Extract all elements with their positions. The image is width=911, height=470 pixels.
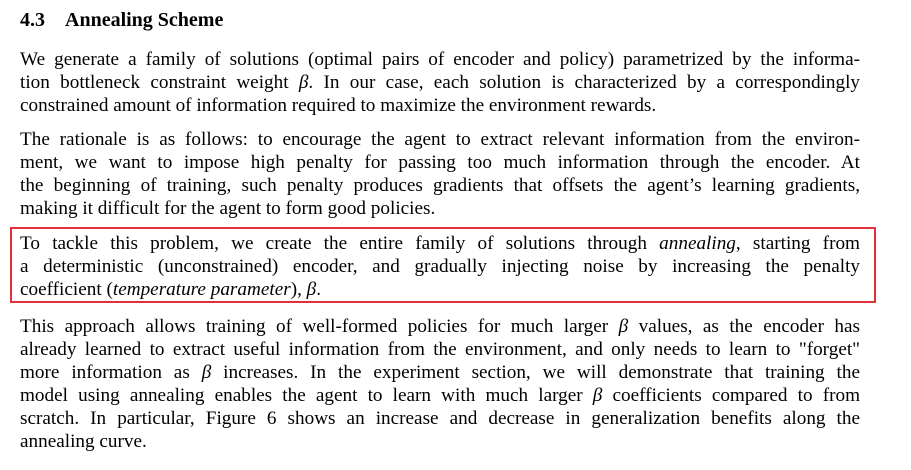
paragraph-approach: This approach allows training of well-fo…	[20, 315, 860, 453]
section-number: 4.3	[20, 9, 45, 31]
highlight-box	[10, 227, 876, 303]
paragraph-annealing-highlighted: To tackle this problem, we create the en…	[20, 232, 860, 301]
text-line: coefficient (temperature parameter), β.	[20, 279, 322, 300]
text-line: To tackle this problem, we create the en…	[20, 233, 860, 254]
text-line: annealing curve.	[20, 431, 147, 452]
beta-symbol: β	[306, 279, 317, 300]
paragraph-family-of-solutions: We generate a family of solutions (optim…	[20, 48, 860, 117]
paragraph-rationale: The rationale is as follows: to encourag…	[20, 128, 860, 220]
text-line: We generate a family of solutions (optim…	[20, 49, 860, 70]
text-line: more information as β increases. In the …	[20, 362, 860, 383]
text-line: model using annealing enables the agent …	[20, 385, 861, 406]
annealing-emphasis: annealing	[659, 233, 736, 254]
text-line: a deterministic (unconstrained) encoder,…	[20, 256, 860, 277]
beta-symbol: β	[298, 72, 309, 93]
text-line: constrained amount of information requir…	[20, 95, 657, 116]
text-line: The rationale is as follows: to encourag…	[20, 129, 860, 150]
beta-symbol: β	[618, 316, 629, 337]
text-line: scratch. In particular, Figure 6 shows a…	[20, 408, 860, 429]
text-line: the beginning of training, such penalty …	[20, 175, 860, 196]
text-line: making it difficult for the agent to for…	[20, 198, 436, 219]
text-line: ment, we want to impose high penalty for…	[20, 152, 860, 173]
text-line: tion bottleneck constraint weight β. In …	[20, 72, 860, 93]
text-line: This approach allows training of well-fo…	[20, 316, 860, 337]
text-line: already learned to extract useful inform…	[20, 339, 860, 360]
section-heading: 4.3 Annealing Scheme	[20, 6, 223, 34]
section-title: Annealing Scheme	[65, 9, 224, 31]
beta-symbol: β	[201, 362, 212, 383]
temperature-parameter-emphasis: temperature parameter	[112, 279, 291, 300]
beta-symbol: β	[592, 385, 603, 406]
